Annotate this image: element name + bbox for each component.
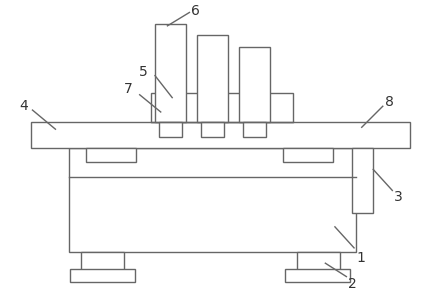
Bar (197, 36, 228, 122)
Bar (201, 122, 224, 137)
Bar (70, 269, 135, 282)
Bar (31, 122, 410, 148)
Text: 7: 7 (124, 82, 132, 96)
Bar (285, 269, 350, 282)
Text: 4: 4 (19, 99, 28, 113)
Text: 8: 8 (385, 95, 393, 110)
Bar (86, 148, 136, 162)
Bar (283, 148, 333, 162)
Text: 1: 1 (356, 251, 365, 265)
Bar (81, 252, 124, 273)
Bar (69, 148, 356, 252)
Bar (155, 24, 186, 122)
Text: 3: 3 (394, 190, 403, 205)
Bar (297, 252, 340, 273)
Text: 5: 5 (139, 65, 148, 79)
Bar (151, 93, 293, 122)
Text: 2: 2 (348, 276, 357, 291)
Text: 6: 6 (191, 4, 200, 17)
Bar (159, 122, 182, 137)
Bar (243, 122, 266, 137)
Bar (352, 148, 373, 213)
Bar (239, 47, 270, 122)
